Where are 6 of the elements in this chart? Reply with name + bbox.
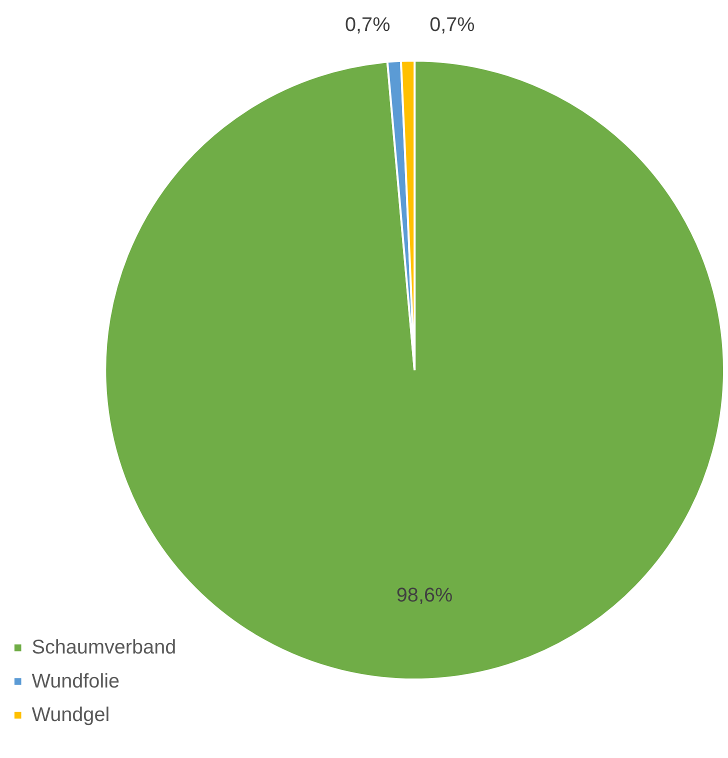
legend-label: Wundfolie [32, 670, 120, 692]
legend-label: Schaumverband [32, 636, 176, 659]
data-label: 0,7% [430, 14, 475, 36]
legend-label: Wundgel [32, 704, 110, 726]
data-label: 0,7% [345, 14, 390, 36]
data-label: 98,6% [396, 584, 453, 607]
